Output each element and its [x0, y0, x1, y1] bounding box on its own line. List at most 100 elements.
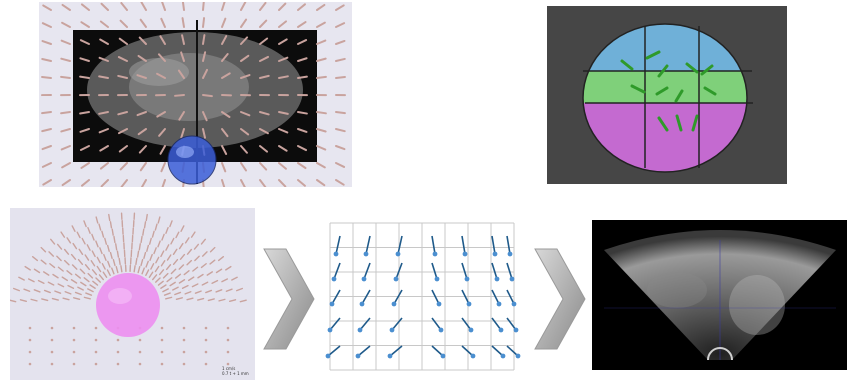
grid-vector [395, 262, 403, 280]
next-step-chevron-1 [263, 248, 315, 350]
field-model-arrow [95, 216, 99, 224]
grid-vector-head [464, 276, 470, 282]
probe-field-arrow [174, 94, 185, 97]
probe-field-arrow [79, 128, 90, 133]
probe-field-arrow [41, 162, 52, 168]
grid-vector [506, 317, 517, 331]
grid-vector [431, 317, 442, 331]
probe-field-arrow [278, 145, 288, 152]
field-model-arrow [197, 273, 204, 279]
field-model-arrow [56, 255, 62, 262]
grid-vector-head [494, 276, 500, 282]
field-model-point [50, 362, 54, 366]
ultrasound-output-svg [604, 230, 836, 361]
probe-field-arrow [221, 35, 228, 45]
field-model-arrow [43, 271, 50, 276]
probe-field-arrow [297, 145, 308, 152]
probe-field-arrow [259, 145, 269, 153]
grid-vector [335, 235, 341, 255]
field-model-arrows [10, 212, 247, 366]
motion-arrow [685, 62, 699, 74]
field-model-point [204, 326, 208, 330]
probe-field-arrow [240, 2, 247, 11]
probe-field-arrow [99, 20, 109, 28]
probe-field-arrow [160, 162, 166, 173]
grid-vector [506, 262, 513, 280]
probe-field-arrow [202, 2, 205, 11]
grid-vector-head [329, 301, 335, 307]
probe-field-arrow [278, 38, 288, 45]
field-model-arrow [165, 244, 170, 251]
grid-vector-head [462, 251, 468, 257]
field-model-arrow [67, 284, 75, 289]
field-model-point [72, 362, 76, 366]
probe-field-arrow [156, 111, 166, 118]
ultrasound-bright-region [729, 275, 785, 335]
field-model-arrow [157, 280, 164, 286]
probe-field-arrows [41, 2, 346, 187]
probe-field-arrow [138, 36, 147, 45]
grid-vector [327, 345, 341, 357]
grid-vector [365, 235, 371, 255]
field-model-arrow [57, 266, 64, 272]
grid-vector [491, 235, 496, 255]
probe-field-arrow [259, 162, 268, 171]
field-model-point [182, 338, 186, 342]
field-model-arrow [83, 220, 87, 228]
field-model-arrow [170, 268, 177, 275]
probe-field-arrow [61, 3, 71, 11]
field-model-arrow [91, 233, 95, 241]
probe-field-arrow [42, 4, 52, 11]
field-model-arrow [165, 296, 173, 300]
probe-field-arrow [158, 128, 166, 137]
probe-field-arrow [99, 38, 109, 45]
field-model-arrow [190, 231, 196, 238]
probe-field-arrow [240, 145, 248, 154]
field-model-arrow [166, 277, 173, 283]
field-model-arrow [77, 286, 84, 291]
field-model-arrow [103, 253, 107, 261]
field-model-arrow [60, 231, 66, 238]
field-model-arrow [102, 271, 108, 278]
probe-field-arrow [79, 145, 90, 151]
probe-field-arrow [60, 39, 71, 45]
grid-vector [331, 289, 341, 305]
probe-field-arrow [335, 75, 346, 79]
motion-arrow [655, 86, 669, 96]
field-model-point [94, 350, 98, 354]
scale-caption-1: 1 cm/s [222, 366, 236, 371]
field-model-arrow [202, 251, 208, 257]
field-model-arrow [40, 259, 47, 265]
probe-field-arrow [240, 128, 250, 136]
grid-vector [359, 317, 371, 331]
field-model-arrow [83, 296, 91, 300]
grid-vector [431, 235, 436, 255]
field-model-arrow [178, 242, 184, 250]
probe-field-arrow [60, 128, 71, 133]
field-model-arrow [106, 269, 111, 277]
probe-field-arrow [79, 57, 90, 62]
field-model-arrow [101, 230, 105, 238]
probe-field-arrow [41, 76, 52, 79]
probe-field-arrow [60, 111, 71, 115]
grid-vector-head [325, 353, 331, 359]
grid-vector-head [331, 276, 337, 282]
segmentation-panel [547, 6, 787, 184]
probe-field-arrow [41, 57, 52, 62]
probe-field-arrow [60, 75, 71, 79]
field-model-arrow [62, 297, 70, 301]
field-model-arrow [33, 289, 41, 293]
probe-volume-svg [41, 2, 346, 187]
field-model-point [116, 338, 120, 342]
field-model-arrow [205, 289, 213, 294]
motion-arrow [657, 116, 669, 132]
grid-vector-head [432, 251, 438, 257]
grid-vector-head [436, 301, 442, 307]
field-model-arrow [106, 244, 110, 252]
field-model-arrow [61, 276, 69, 282]
probe-field-arrow [335, 179, 345, 186]
field-model-arrow [161, 233, 165, 241]
probe-field-arrow [221, 2, 226, 11]
grid-vector [431, 262, 438, 280]
probe-field-arrow [181, 2, 185, 11]
